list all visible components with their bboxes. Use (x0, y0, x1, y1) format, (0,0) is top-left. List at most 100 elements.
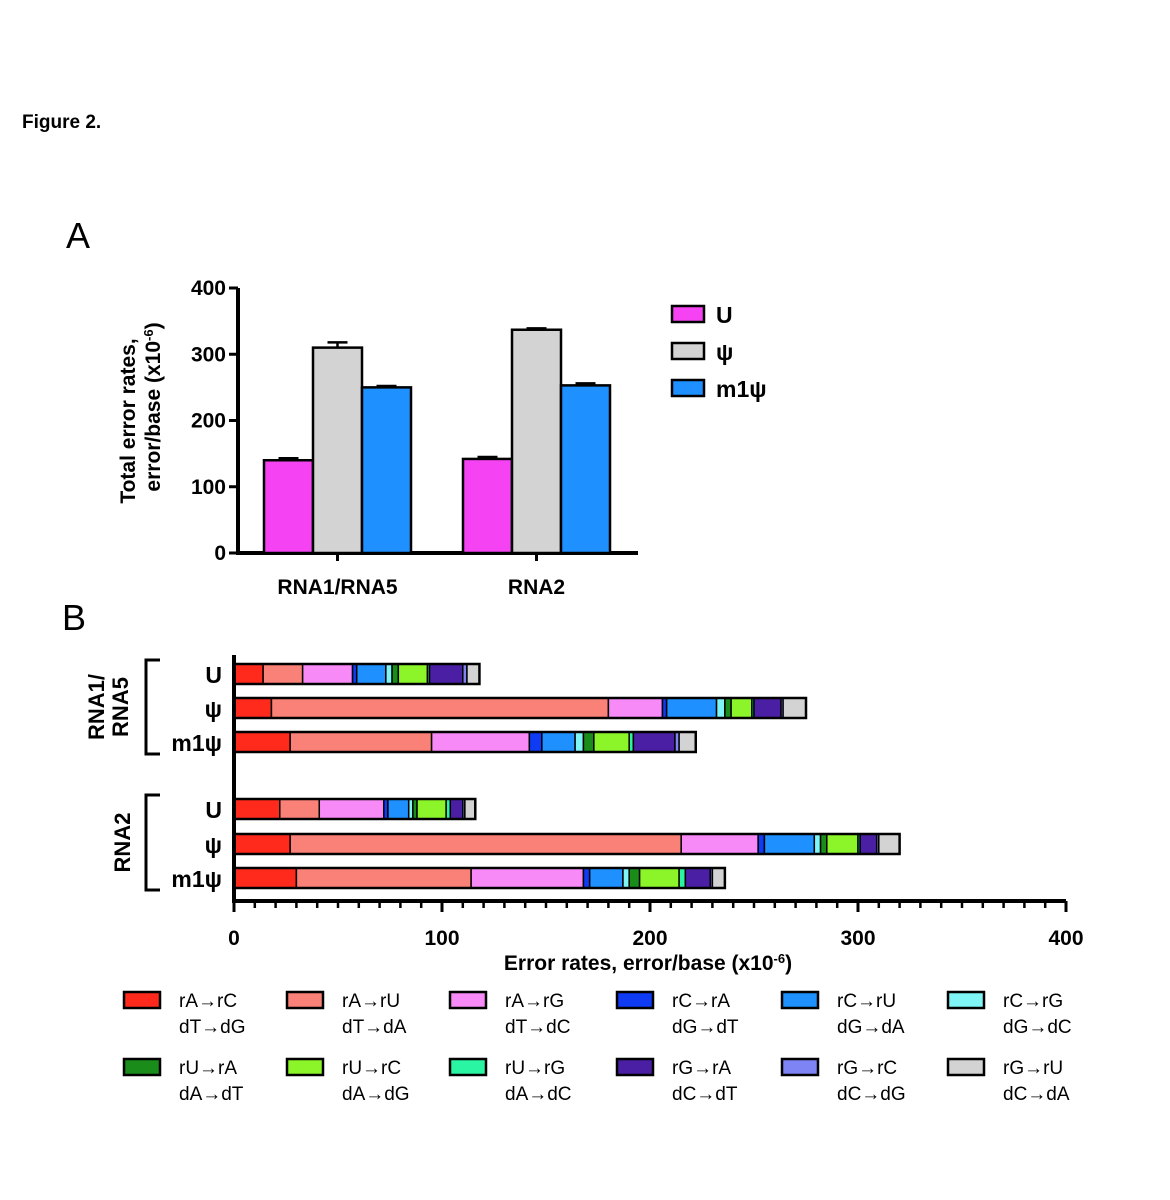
panel-a-legend-swatch (670, 304, 706, 324)
panel-b-segment (416, 798, 447, 820)
panel-b-group-label-line2: RNA5 (108, 677, 133, 737)
panel-b-segment (813, 833, 822, 855)
panel-b-segment (730, 697, 753, 719)
panel-b-bar-label: m1ψ (171, 866, 222, 892)
panel-a-legend-swatch (670, 378, 706, 398)
panel-b-segment (233, 798, 281, 820)
panel-b-segment (301, 663, 354, 685)
panel-b-segment (466, 663, 481, 685)
panel-b-legend-label-dna: dG→dT (672, 1017, 739, 1038)
panel-b-segment (678, 867, 687, 889)
panel-a-y-label-exponent: -6 (141, 329, 156, 341)
panel-b-segment (233, 867, 298, 889)
panel-b-segment (632, 731, 676, 753)
panel-a-x-tick-label: RNA1/RNA5 (277, 576, 398, 599)
panel-b-bar-label: U (205, 662, 222, 688)
panel-b-segment (385, 663, 393, 685)
panel-b-legend-swatch (946, 990, 986, 1010)
panel-b-legend-swatch (122, 990, 162, 1010)
panel-b-segment (588, 867, 624, 889)
panel-b-segment (724, 697, 732, 719)
panel-b-legend-label-dna: dG→dC (1003, 1017, 1072, 1038)
panel-b-segment (715, 697, 726, 719)
panel-b-segment (574, 731, 585, 753)
panel-a-y-label-line1: Total error rates, (117, 338, 140, 503)
panel-b-segment (464, 798, 477, 820)
panel-b-legend-label-rna: rC→rG (1003, 991, 1063, 1012)
panel-b-legend-label-rna: rU→rA (179, 1058, 237, 1079)
panel-b-legend-swatch (946, 1057, 986, 1077)
panel-b-segment (470, 867, 585, 889)
panel-b-legend-label-rna: rA→rG (505, 991, 564, 1012)
panel-a-letter: A (66, 215, 90, 256)
panel-b-segment (680, 833, 759, 855)
panel-b-segment (684, 867, 712, 889)
panel-b-legend-label-dna: dC→dA (1003, 1084, 1070, 1105)
panel-b-legend-label-dna: dT→dG (179, 1017, 246, 1038)
panel-b-x-tick-label: 300 (840, 927, 875, 950)
panel-b-letter: B (62, 597, 86, 638)
panel-b-segment (270, 697, 610, 719)
panel-b-legend-swatch (285, 990, 325, 1010)
panel-b-legend-label-dna: dC→dT (672, 1084, 738, 1105)
panel-a-legend-label: m1ψ (716, 376, 767, 402)
panel-a-y-tick-label: 400 (191, 277, 226, 300)
panel-a-x-tick-label: RNA2 (508, 576, 565, 599)
panel-b-segment (607, 697, 664, 719)
panel-b-x-label-exponent: -6 (774, 951, 786, 966)
panel-b-segment (295, 867, 472, 889)
panel-b-segment (397, 663, 429, 685)
panel-b-legend-swatch (780, 1057, 820, 1077)
panel-b-segment (763, 833, 816, 855)
panel-b-segment (428, 663, 464, 685)
panel-b-segment (665, 697, 718, 719)
panel-b-group-bracket (144, 793, 160, 892)
panel-b-legend-label-rna: rG→rC (837, 1058, 897, 1079)
panel-b-legend-swatch (615, 1057, 655, 1077)
panel-b-segment (355, 663, 387, 685)
panel-b-legend-label-dna: dC→dG (837, 1084, 906, 1105)
panel-b-segment (678, 731, 697, 753)
panel-b-segment (753, 697, 782, 719)
panel-b-segment (878, 833, 901, 855)
panel-a-y-tick-label: 300 (191, 343, 226, 366)
panel-b-segment (449, 798, 464, 820)
panel-b-segment (638, 867, 680, 889)
panel-b-legend-swatch (780, 990, 820, 1010)
panel-a-bar (510, 328, 563, 555)
panel-b-segment (782, 697, 807, 719)
panel-b-segment (279, 798, 321, 820)
panel-b-x-tick-label: 100 (424, 927, 459, 950)
panel-a-bar (262, 459, 315, 555)
panel-b-segment (582, 731, 595, 753)
panel-b-segment (233, 833, 291, 855)
panel-a-y-tick-label: 200 (191, 410, 226, 433)
panel-b-x-label: Error rates, error/base (x10-6) (504, 951, 792, 976)
panel-b-legend-label-rna: rG→rU (1003, 1058, 1063, 1079)
panel-a-bar (559, 384, 612, 555)
panel-b-legend-label-dna: dA→dC (505, 1084, 572, 1105)
panel-b-legend-swatch (285, 1057, 325, 1077)
panel-b-segment (582, 867, 591, 889)
panel-b-legend-swatch (448, 990, 488, 1010)
panel-b-x-tick-label: 200 (632, 927, 667, 950)
panel-a-y-label-text: error/base (x10 (142, 341, 165, 492)
panel-b-segment (391, 663, 400, 685)
panel-b-segment (233, 731, 291, 753)
panel-b-segment (289, 731, 433, 753)
panel-b-legend-label-dna: dA→dT (179, 1084, 244, 1105)
panel-b-segment (318, 798, 385, 820)
panel-b-legend-label-rna: rU→rC (342, 1058, 401, 1079)
figure-title: Figure 2. (22, 112, 102, 133)
panel-b-segment (622, 867, 630, 889)
panel-b-segment (628, 867, 641, 889)
panel-b-segment (430, 731, 531, 753)
panel-b-segment (711, 867, 726, 889)
panel-b-legend-label-dna: dA→dG (342, 1084, 410, 1105)
panel-b-legend-label-rna: rC→rA (672, 991, 730, 1012)
panel-b-legend-swatch (122, 1057, 162, 1077)
panel-b-segment (757, 833, 766, 855)
panel-a-y-tick-label: 0 (214, 542, 226, 565)
panel-a-legend-swatch (670, 341, 706, 361)
